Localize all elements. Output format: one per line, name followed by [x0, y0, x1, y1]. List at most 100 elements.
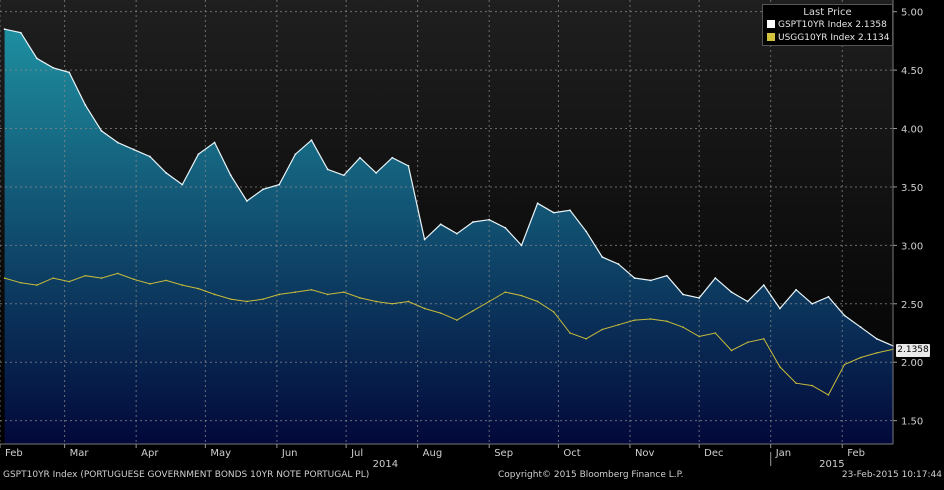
y-tick-label: 3.50: [901, 183, 923, 194]
data-point: [439, 312, 442, 314]
data-point: [746, 300, 749, 303]
data-point: [859, 356, 862, 359]
data-point: [649, 318, 652, 320]
footer-copyright: Copyright© 2015 Bloomberg Finance L.P.: [498, 470, 684, 480]
data-point: [552, 311, 555, 313]
data-point: [84, 274, 87, 277]
data-point: [84, 104, 87, 107]
data-point: [682, 326, 684, 328]
data-point: [876, 352, 878, 354]
data-point: [811, 384, 814, 387]
data-point: [601, 256, 604, 258]
data-point: [246, 300, 248, 303]
data-point: [552, 211, 555, 214]
data-point: [585, 230, 588, 233]
secondary-series-line: [4, 272, 894, 396]
data-point: [165, 279, 167, 282]
x-tick-label: Nov: [635, 448, 655, 459]
data-point: [149, 155, 151, 158]
data-point: [375, 172, 378, 174]
primary-series-points: [3, 28, 894, 347]
data-point: [246, 200, 248, 202]
data-point: [310, 288, 313, 291]
data-point: [407, 300, 410, 303]
data-point: [633, 319, 636, 321]
data-point: [666, 320, 668, 323]
data-point: [310, 139, 313, 142]
data-point: [843, 363, 846, 366]
data-point: [407, 165, 410, 167]
data-point: [569, 332, 571, 334]
data-point: [601, 328, 604, 331]
footer-timestamp: 23-Feb-2015 10:17:44: [841, 470, 942, 480]
data-point: [714, 277, 717, 279]
primary-area: [4, 29, 894, 444]
data-point: [36, 284, 38, 286]
x-tick-label: Jan: [775, 448, 791, 459]
data-point: [229, 298, 232, 300]
data-point: [682, 293, 684, 296]
data-point: [52, 66, 54, 69]
data-point: [165, 172, 168, 174]
data-point: [294, 291, 297, 293]
data-point: [456, 319, 458, 321]
year-label: 2014: [373, 459, 398, 470]
legend-label: GSPT10YR Index: [778, 20, 853, 30]
data-point: [488, 218, 491, 221]
legend: Last Price GSPT10YR Index 2.1358 USGG10Y…: [762, 4, 893, 46]
data-point: [213, 141, 216, 144]
data-point: [100, 129, 103, 132]
year-labels: 2014 2015: [373, 452, 845, 470]
y-tick-label: 4.50: [901, 66, 923, 77]
data-point: [504, 226, 507, 229]
x-axis: Feb Mar Apr May Jun Jul Aug Sep Oct Nov Dec Jan Feb: [0, 444, 865, 459]
data-point: [149, 283, 151, 285]
data-point: [795, 382, 797, 385]
y-tick-label: 1.50: [901, 417, 923, 428]
y-tick-label: 3.00: [901, 241, 923, 252]
data-point: [3, 277, 6, 279]
data-point: [197, 287, 200, 290]
y-tick-label: 2.50: [901, 300, 923, 311]
data-point: [520, 244, 523, 247]
data-point: [133, 278, 135, 281]
data-point: [100, 277, 103, 279]
data-point: [262, 188, 264, 191]
x-tick-label: Jun: [281, 448, 298, 459]
secondary-series-points: [3, 272, 894, 396]
x-tick-label: Feb: [5, 448, 23, 459]
data-point: [68, 280, 71, 283]
data-point: [730, 349, 733, 352]
data-point: [714, 332, 717, 334]
data-point: [229, 174, 232, 177]
data-point: [617, 324, 620, 326]
data-point: [875, 337, 878, 340]
data-point: [326, 293, 329, 296]
data-point: [423, 307, 426, 310]
data-point: [795, 288, 797, 291]
data-point: [633, 277, 636, 279]
data-point: [649, 279, 652, 282]
data-point: [472, 221, 474, 223]
data-point: [536, 300, 539, 303]
data-point: [343, 291, 345, 293]
legend-entry-usgg10yr: USGG10YR Index 2.1134: [767, 33, 889, 43]
grid: [0, 0, 893, 444]
data-point: [504, 291, 507, 293]
y-tick-label: 2.00: [901, 358, 923, 369]
data-point: [197, 153, 200, 156]
x-tick-label: Sep: [494, 448, 513, 459]
data-point: [375, 300, 377, 303]
x-tick-label: Mar: [70, 448, 90, 459]
data-point: [116, 141, 119, 144]
data-point: [423, 238, 426, 241]
data-point: [746, 341, 749, 344]
data-point: [52, 277, 54, 279]
data-point: [811, 302, 814, 305]
data-point: [294, 153, 297, 156]
data-point: [762, 338, 765, 340]
legend-label: USGG10YR Index: [778, 33, 856, 43]
data-point: [278, 183, 281, 186]
x-tick-label: Dec: [704, 448, 723, 459]
